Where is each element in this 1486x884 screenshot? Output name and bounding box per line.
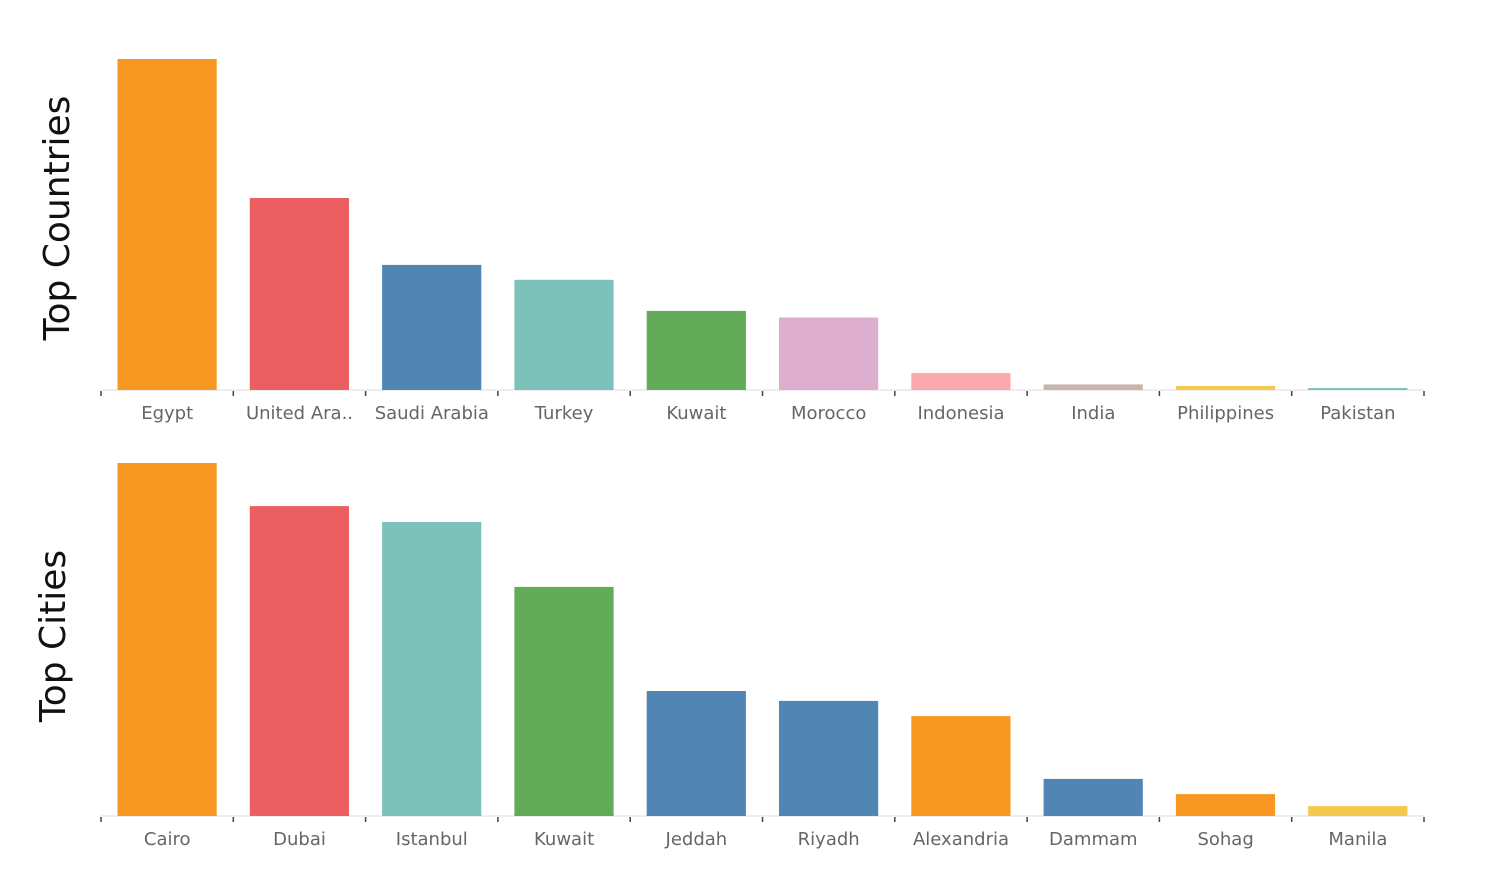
top-cities-label-dubai: Dubai — [273, 829, 326, 850]
top-countries-label-united-ara: United Ara.. — [246, 403, 353, 424]
top-cities-bars — [117, 463, 1408, 816]
top-countries-bar-turkey — [514, 279, 614, 390]
top-countries-bar-united-ara — [249, 198, 349, 390]
top-countries-bar-morocco — [779, 317, 879, 390]
top-countries-bar-india — [1043, 384, 1143, 390]
top-countries-label-morocco: Morocco — [791, 403, 866, 424]
top-cities-label-alexandria: Alexandria — [913, 829, 1009, 850]
top-countries-tick-marks — [100, 391, 1425, 396]
top-cities-label-istanbul: Istanbul — [396, 829, 468, 850]
top-cities-bar-dammam — [1043, 778, 1143, 816]
top-countries-panel: Top Countries Egypt United Ara.. Saudi Ara… — [37, 59, 1425, 424]
top-countries-label-philippines: Philippines — [1177, 403, 1274, 424]
top-cities-bar-kuwait — [514, 586, 614, 816]
top-countries-label-saudi-arabia: Saudi Arabia — [375, 403, 489, 424]
top-cities-bar-riyadh — [779, 700, 879, 816]
top-cities-bar-sohag — [1175, 794, 1276, 816]
top-cities-panel: Top Cities Cairo Dubai Istanbul Kuwait Jedda… — [33, 463, 1425, 850]
top-countries-tick-labels: Egypt United Ara.. Saudi Arabia Turkey Kuwai… — [141, 403, 1395, 424]
top-cities-label-sohag: Sohag — [1197, 829, 1253, 850]
top-cities-label-jeddah: Jeddah — [665, 829, 728, 850]
top-cities-bar-cairo — [117, 463, 217, 816]
top-cities-bar-istanbul — [382, 522, 482, 816]
top-countries-label-india: India — [1071, 403, 1115, 424]
top-cities-label-kuwait: Kuwait — [534, 829, 594, 850]
top-cities-title: Top Cities — [33, 550, 74, 723]
top-countries-bar-saudi-arabia — [382, 264, 482, 390]
top-countries-label-indonesia: Indonesia — [917, 403, 1004, 424]
top-cities-tick-marks — [100, 817, 1425, 822]
top-countries-label-kuwait: Kuwait — [666, 403, 726, 424]
top-countries-title: Top Countries — [37, 96, 78, 342]
top-countries-bars — [117, 59, 1408, 390]
top-countries-label-turkey: Turkey — [534, 403, 594, 424]
top-countries-bar-egypt — [117, 59, 217, 390]
top-cities-label-cairo: Cairo — [144, 829, 191, 850]
top-countries-bar-kuwait — [646, 310, 746, 390]
top-cities-bar-jeddah — [646, 691, 746, 816]
top-countries-bar-pakistan — [1308, 388, 1408, 390]
top-cities-label-dammam: Dammam — [1049, 829, 1138, 850]
top-cities-label-riyadh: Riyadh — [798, 829, 860, 850]
top-countries-label-egypt: Egypt — [141, 403, 193, 424]
top-cities-tick-labels: Cairo Dubai Istanbul Kuwait Jeddah Riyadh Alex… — [144, 829, 1388, 850]
top-cities-bar-alexandria — [911, 716, 1011, 816]
top-cities-bar-dubai — [249, 506, 349, 816]
top-countries-bar-indonesia — [911, 373, 1011, 390]
top-cities-bar-manila — [1308, 806, 1408, 816]
top-countries-bar-philippines — [1175, 386, 1276, 390]
top-countries-label-pakistan: Pakistan — [1320, 403, 1395, 424]
top-cities-label-manila: Manila — [1328, 829, 1387, 850]
